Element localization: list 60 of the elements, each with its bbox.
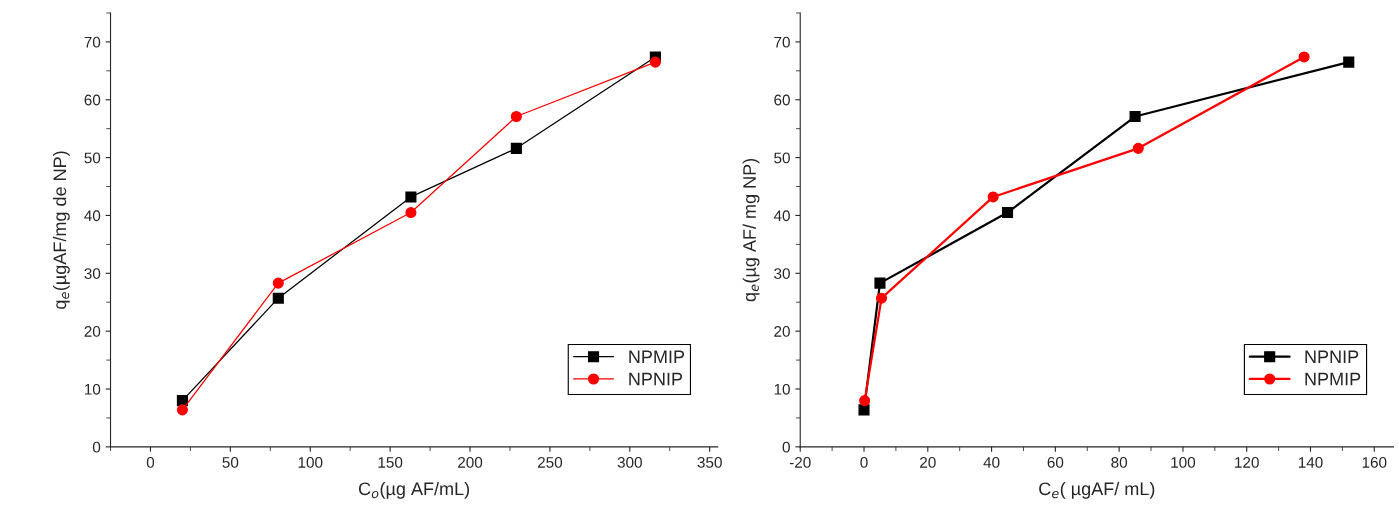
point	[874, 277, 886, 289]
point	[1298, 51, 1310, 63]
y-tick-label: 50	[774, 152, 790, 164]
point	[859, 395, 871, 407]
point	[987, 191, 999, 203]
x-tick-label: 50	[222, 456, 239, 468]
y-axis-title: q$_{e}$(µgAF/mg de NP)	[52, 151, 70, 309]
y-tick-label: 30	[774, 268, 790, 279]
x-tick-label: 250	[537, 456, 563, 468]
legend-label: NPNIP	[629, 372, 683, 386]
point	[176, 404, 188, 416]
y-tick-label: 40	[773, 210, 790, 222]
legend-label: NPMIP	[1305, 372, 1361, 386]
point	[510, 110, 522, 123]
y-tick-label: 40	[84, 210, 101, 222]
x-tick-label: 300	[617, 456, 642, 468]
y-tick-label: 20	[774, 326, 790, 337]
x-tick-label: 350	[697, 456, 722, 468]
y-tick-label: 60	[84, 94, 101, 106]
x-tick-label: 150	[378, 456, 403, 468]
point	[272, 277, 284, 289]
legend-label: NPMIP	[629, 350, 685, 364]
point	[405, 207, 417, 219]
x-tick-label: 20	[920, 456, 936, 468]
x-tick-label: 160	[1362, 456, 1387, 468]
x-tick-label: -20	[789, 456, 811, 468]
y-tick-label: 70	[84, 36, 101, 48]
point	[510, 142, 522, 154]
x-tick-label: 0	[860, 456, 868, 468]
y-tick-label: 10	[774, 383, 790, 395]
x-tick-label: 40	[983, 456, 1000, 468]
point	[1343, 56, 1355, 68]
x-axis-title: C$_{o}$(µg AF/mL)	[358, 481, 470, 499]
y-tick-label: 0	[92, 441, 101, 453]
x-tick-label: 100	[298, 456, 323, 468]
point	[272, 292, 284, 304]
point	[405, 191, 417, 203]
y-tick-label: 0	[782, 441, 790, 453]
x-tick-label: 120	[1235, 456, 1259, 468]
point	[1001, 207, 1014, 219]
x-tick-label: 140	[1298, 456, 1323, 468]
x-tick-label: 0	[146, 456, 155, 468]
x-tick-label: 200	[458, 456, 483, 468]
point	[875, 292, 888, 304]
y-tick-label: 30	[84, 268, 101, 279]
x-axis-title: C$_{e}$( µgAF/ mL)	[1039, 481, 1155, 499]
x-tick-label: 100	[1171, 456, 1196, 468]
y-tick-label: 70	[774, 36, 790, 48]
y-axis-title: q$_{e}$(µg AF/ mg NP)	[742, 158, 760, 302]
point	[1132, 142, 1144, 154]
y-tick-label: 10	[84, 383, 101, 395]
y-tick-label: 50	[84, 152, 101, 164]
x-tick-label: 60	[1047, 456, 1064, 468]
point	[858, 404, 870, 416]
y-tick-label: 60	[774, 94, 790, 106]
x-tick-label: 80	[1111, 456, 1128, 468]
legend-label: NPNIP	[1305, 350, 1359, 364]
point	[649, 56, 661, 68]
y-tick-label: 20	[84, 326, 101, 337]
point	[1129, 110, 1141, 123]
